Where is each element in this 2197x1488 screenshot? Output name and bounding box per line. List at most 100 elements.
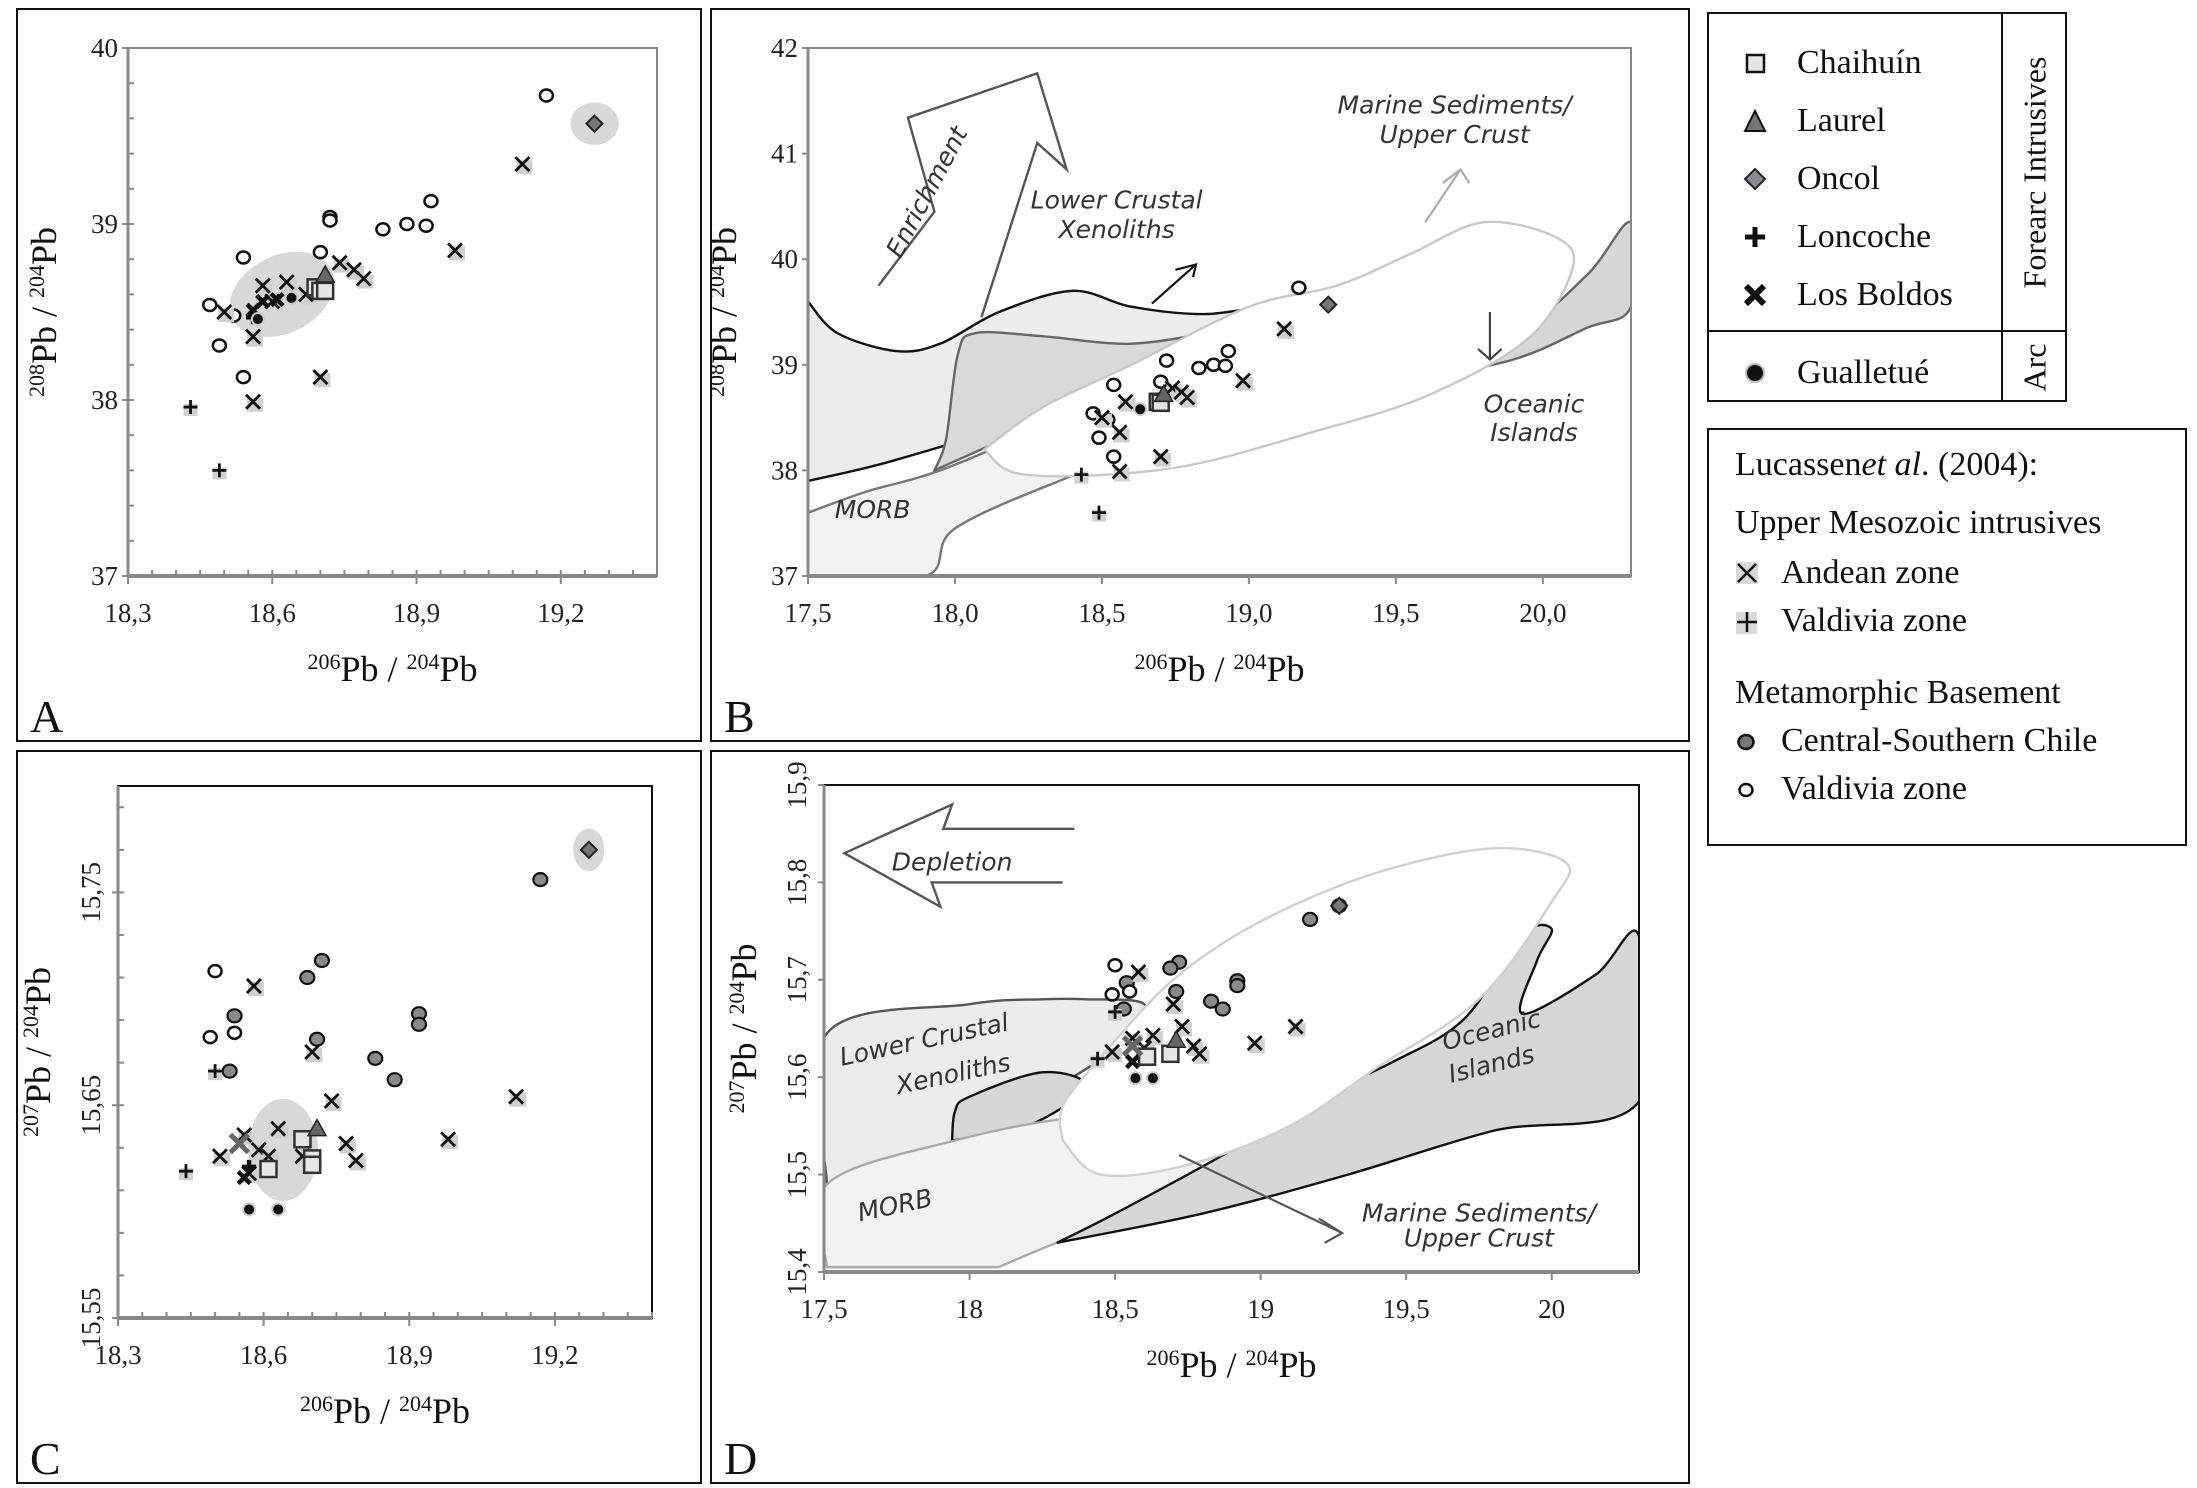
point-plus-thin xyxy=(212,463,227,480)
legend-group-arc: Arc xyxy=(2016,343,2053,392)
xenolith-arrow xyxy=(1151,262,1198,305)
panel-letter: B xyxy=(724,691,755,742)
point-x-thin-mark xyxy=(508,1088,525,1105)
point-x-thin xyxy=(1117,393,1136,412)
y-axis-title: 207Pb / 204Pb xyxy=(18,967,58,1137)
point-x-thin xyxy=(331,254,350,273)
point-x-thin-mark xyxy=(1144,1027,1161,1044)
x-axis-title: 206Pb / 204Pb xyxy=(300,1391,470,1432)
series-los-boldos xyxy=(1124,1054,1141,1070)
x-tick-label: 19,2 xyxy=(531,1340,578,1370)
point-x-thin-mark xyxy=(236,1127,253,1143)
point-x-thin xyxy=(254,277,273,296)
y-tick-label: 41 xyxy=(771,139,798,169)
series-central-southern-chile-basement xyxy=(221,872,549,1088)
point-x-thin-mark xyxy=(1111,463,1128,480)
point-x-thin-mark xyxy=(245,978,262,995)
point-x-thin xyxy=(1191,1045,1210,1064)
x-tick-label: 18,5 xyxy=(1091,1294,1138,1324)
point-x-thin-mark xyxy=(331,254,348,271)
series-valdivia-zone-intrusives xyxy=(1074,467,1106,522)
point-x-thin-mark xyxy=(338,1135,355,1152)
point-circle-open xyxy=(202,1029,218,1045)
plot-content: Lower CrustalXenolithsMORBOceanicIslands… xyxy=(824,802,1639,1269)
y-tick-label: 15,6 xyxy=(782,1054,812,1101)
point-circle-open xyxy=(1291,280,1307,295)
point-x-thin-mark xyxy=(1174,1018,1191,1035)
plot-content xyxy=(183,88,619,480)
series-andean-zone xyxy=(216,156,533,412)
point-circle-open xyxy=(1105,377,1122,393)
x-axis-title: 206Pb / 204Pb xyxy=(307,649,477,690)
plus-thin-icon xyxy=(1736,612,1757,634)
point-x-thin-mark xyxy=(245,328,262,345)
point-x-thin-mark xyxy=(447,242,464,259)
point-x-thin xyxy=(245,328,264,347)
x-tick-label: 19,5 xyxy=(1383,1294,1430,1324)
x-tick-label: 18,6 xyxy=(249,598,296,628)
axis-title-element: Pb xyxy=(1279,1345,1317,1385)
sample-legend: Chaihuín Laurel Oncol Loncoche Los Boldo… xyxy=(1707,12,2067,402)
axis-title-isotope: 204 xyxy=(1246,1345,1279,1370)
triangle-icon xyxy=(1743,108,1767,132)
axis-title-isotope: 204 xyxy=(18,1005,43,1038)
x-tick-label: 20,0 xyxy=(1519,598,1566,628)
dot-icon xyxy=(1745,363,1765,383)
point-dot xyxy=(284,290,299,305)
point-diamond xyxy=(585,114,604,134)
series-valdivia-zone-basement xyxy=(202,963,243,1045)
axis-title-element: Pb xyxy=(724,943,764,981)
axis-title-element: Pb xyxy=(24,227,64,265)
point-x-thin xyxy=(1246,1035,1265,1054)
point-x-bold xyxy=(255,293,271,310)
y-tick-label: 15,9 xyxy=(782,761,812,808)
x-tick-label: 20 xyxy=(1538,1294,1565,1324)
y-axis-title: 207Pb / 204Pb xyxy=(724,943,765,1113)
axis-title-element: Pb / xyxy=(1167,649,1233,689)
point-circle-open xyxy=(235,369,252,385)
series-los-boldos-average xyxy=(1121,1035,1144,1057)
axis-title-isotope: 204 xyxy=(399,1391,432,1416)
point-x-thin xyxy=(1111,424,1130,443)
x-tick-label: 19,2 xyxy=(537,598,584,628)
point-x-thin xyxy=(1130,964,1149,983)
series-gualletu- xyxy=(242,1202,286,1217)
point-dot xyxy=(242,1202,257,1217)
axis-title-isotope: 208 xyxy=(24,364,49,397)
point-circle-grey xyxy=(1301,911,1319,928)
series-los-boldos-average xyxy=(228,1132,251,1155)
point-x-grey xyxy=(1121,1035,1144,1057)
point-circle-open xyxy=(235,250,252,265)
point-circle-grey xyxy=(226,1008,243,1024)
point-x-thin xyxy=(245,393,264,412)
point-x-thin-mark xyxy=(270,1120,287,1137)
point-x-thin xyxy=(440,1131,459,1150)
series-gualletu- xyxy=(250,290,299,327)
point-plus-thin xyxy=(183,400,198,417)
point-circle-grey xyxy=(1162,960,1179,976)
diamond-icon xyxy=(1743,167,1767,191)
circle-grey-icon xyxy=(1737,733,1755,751)
point-circle-grey xyxy=(410,1016,428,1032)
arrow-label: Depletion xyxy=(892,848,1013,877)
y-tick-label: 39 xyxy=(91,209,118,239)
point-circle-open xyxy=(399,216,415,232)
point-square xyxy=(259,1159,278,1179)
axis-title-element: Pb / xyxy=(24,298,64,364)
y-tick-label: 15,8 xyxy=(782,859,812,906)
point-x-thin xyxy=(323,1092,342,1111)
legend-label: Loncoche xyxy=(1797,218,1932,255)
y-tick-label: 15,55 xyxy=(76,1288,106,1349)
point-x-bold xyxy=(1124,1054,1141,1070)
panel-b: MORB Lower Crustal Xenoliths Marine Sedimen… xyxy=(710,8,1690,742)
series-laurel xyxy=(306,1118,328,1137)
y-tick-label: 15,65 xyxy=(76,1075,106,1136)
point-x-thin xyxy=(1093,409,1112,428)
square-icon xyxy=(1745,53,1766,74)
legend-item-oncol: Oncol xyxy=(1709,160,1880,198)
y-axis-title: 208Pb / 204Pb xyxy=(24,227,65,397)
axis-title-isotope: 204 xyxy=(24,265,49,298)
point-plus-thin xyxy=(178,1164,193,1181)
y-tick-label: 15,7 xyxy=(782,956,812,1003)
